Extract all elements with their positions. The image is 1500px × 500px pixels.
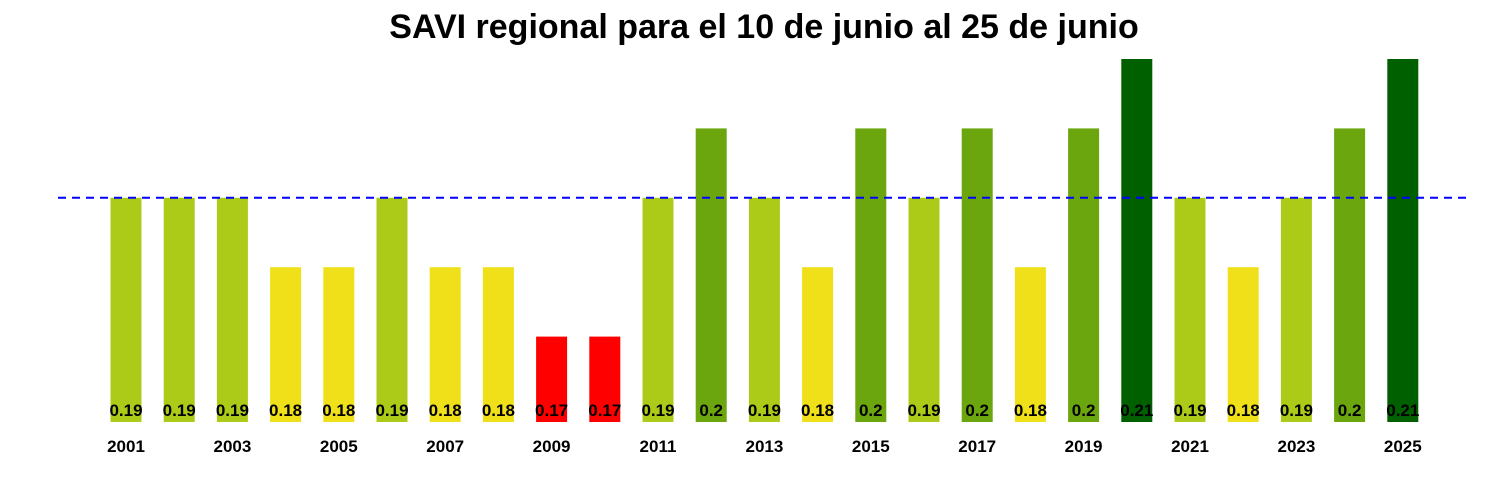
- x-tick-label-2011: 2011: [640, 437, 677, 456]
- bar-2013: [748, 197, 780, 422]
- bar-2021: [1174, 197, 1206, 422]
- bar-2025: [1387, 59, 1419, 422]
- value-label-2015: 0.2: [859, 401, 883, 420]
- bar-2008: [482, 267, 514, 422]
- bars-group: [110, 59, 1419, 422]
- value-label-2005: 0.18: [322, 401, 355, 420]
- value-label-2012: 0.2: [699, 401, 723, 420]
- value-label-2006: 0.19: [375, 401, 408, 420]
- x-tick-label-2025: 2025: [1384, 437, 1422, 456]
- x-axis-ticks: 2001 2003 2005 2007 2009 2011 2013 2015 2017 2019…: [107, 437, 1422, 456]
- x-tick-label-2023: 2023: [1277, 437, 1315, 456]
- bar-2022: [1227, 267, 1259, 422]
- x-tick-label-2001: 2001: [107, 437, 145, 456]
- value-label-2013: 0.19: [748, 401, 781, 420]
- bar-2017: [961, 128, 993, 422]
- value-label-2017: 0.2: [965, 401, 989, 420]
- bar-2023: [1280, 197, 1312, 422]
- bar-2005: [323, 267, 355, 422]
- bar-2018: [1014, 267, 1046, 422]
- value-label-2001: 0.19: [109, 401, 142, 420]
- value-label-2024: 0.2: [1338, 401, 1362, 420]
- x-tick-label-2019: 2019: [1065, 437, 1103, 456]
- value-label-2022: 0.18: [1227, 401, 1260, 420]
- value-label-2011: 0.19: [641, 401, 674, 420]
- value-label-2002: 0.19: [163, 401, 196, 420]
- value-label-2021: 0.19: [1173, 401, 1206, 420]
- bar-2007: [429, 267, 461, 422]
- value-label-2016: 0.19: [907, 401, 940, 420]
- bar-2004: [270, 267, 302, 422]
- value-label-2014: 0.18: [801, 401, 834, 420]
- bar-2016: [908, 197, 940, 422]
- value-label-2018: 0.18: [1014, 401, 1047, 420]
- value-label-2019: 0.2: [1072, 401, 1096, 420]
- bar-2003: [216, 197, 248, 422]
- value-label-2007: 0.18: [429, 401, 462, 420]
- value-label-2023: 0.19: [1280, 401, 1313, 420]
- bar-2020: [1121, 59, 1153, 422]
- bar-2014: [802, 267, 834, 422]
- value-label-2010: 0.17: [588, 401, 621, 420]
- bar-2001: [110, 197, 142, 422]
- x-tick-label-2017: 2017: [958, 437, 996, 456]
- value-label-2020: 0.21: [1120, 401, 1153, 420]
- value-labels-group: 0.19 0.19 0.19 0.18 0.18 0.19 0.18 0.18 0.17 0.17…: [109, 401, 1419, 420]
- bar-2015: [855, 128, 887, 422]
- value-label-2004: 0.18: [269, 401, 302, 420]
- chart-title: SAVI regional para el 10 de junio al 25 …: [389, 8, 1139, 46]
- bar-2012: [695, 128, 727, 422]
- bar-2019: [1068, 128, 1100, 422]
- value-label-2008: 0.18: [482, 401, 515, 420]
- bar-2006: [376, 197, 408, 422]
- bar-2024: [1334, 128, 1366, 422]
- bar-2002: [163, 197, 195, 422]
- x-tick-label-2007: 2007: [426, 437, 464, 456]
- bar-2009: [536, 336, 568, 422]
- x-tick-label-2009: 2009: [533, 437, 571, 456]
- bar-2010: [589, 336, 621, 422]
- x-tick-label-2003: 2003: [213, 437, 251, 456]
- x-tick-label-2013: 2013: [745, 437, 783, 456]
- value-label-2003: 0.19: [216, 401, 249, 420]
- value-label-2025: 0.21: [1386, 401, 1419, 420]
- value-label-2009: 0.17: [535, 401, 568, 420]
- x-tick-label-2005: 2005: [320, 437, 358, 456]
- x-tick-label-2021: 2021: [1171, 437, 1209, 456]
- bar-2011: [642, 197, 674, 422]
- x-tick-label-2015: 2015: [852, 437, 890, 456]
